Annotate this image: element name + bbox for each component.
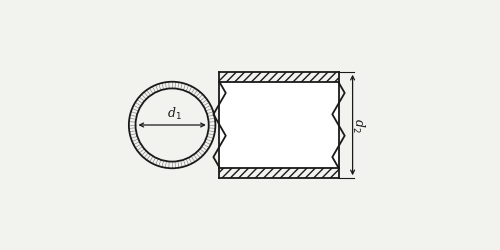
Text: d$_1$: d$_1$ — [167, 106, 182, 122]
Bar — [219, 72, 339, 82]
Bar — [219, 168, 339, 178]
Bar — [219, 82, 339, 168]
Text: d$_2$: d$_2$ — [350, 118, 366, 132]
